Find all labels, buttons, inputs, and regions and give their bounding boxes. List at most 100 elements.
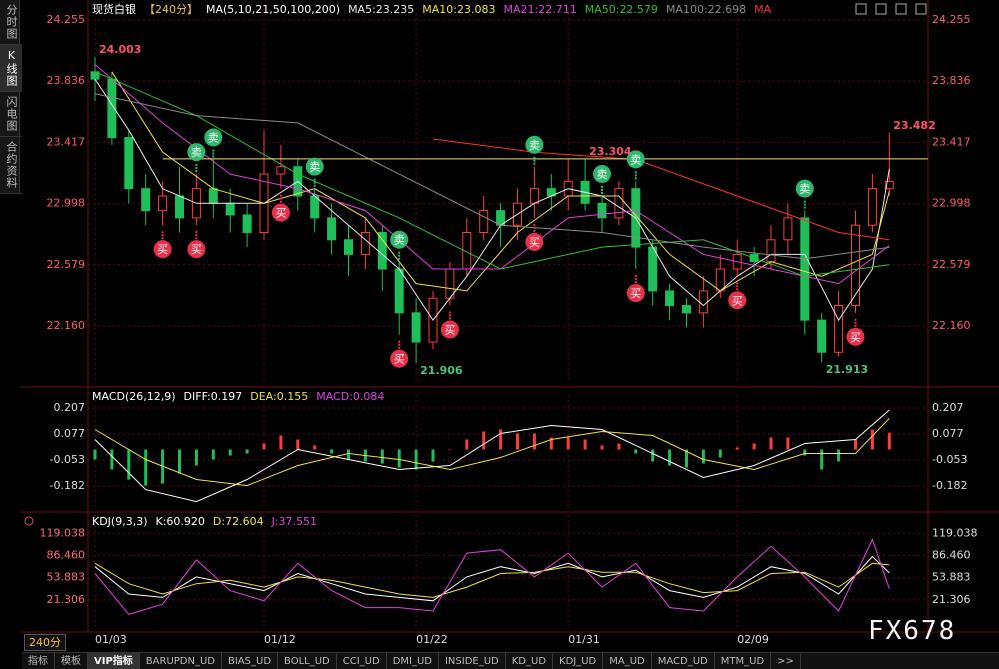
x-tick-label: 01/31 — [568, 633, 600, 646]
macd-bar — [178, 449, 181, 474]
y-tick-label: 0.207 — [54, 401, 86, 414]
candle-body — [766, 239, 776, 263]
legend-entry: DIFF:0.197 — [184, 390, 243, 403]
candle-body — [411, 312, 421, 343]
sidebar-tab[interactable]: 分时图 — [0, 0, 22, 45]
y-tick-label: -0.053 — [50, 453, 85, 466]
toolbar-tab[interactable]: 指标 — [22, 653, 55, 669]
toolbar-tab[interactable]: KDJ_UD — [553, 653, 604, 669]
macd-bar — [617, 443, 621, 450]
signal-arrow — [195, 237, 198, 240]
period-button[interactable]: 240分 — [24, 634, 66, 651]
signal-arrow — [195, 164, 198, 167]
candle-body — [141, 188, 151, 212]
price-annotation: 21.906 — [420, 364, 463, 377]
signal-arrow — [161, 234, 164, 237]
macd-bar — [144, 449, 148, 486]
indicator-line — [94, 93, 890, 260]
signal-badge — [846, 327, 865, 346]
signal-arrow — [634, 280, 637, 283]
legend-entry: MA50:22.579 — [585, 3, 658, 16]
toolbar-tab[interactable]: MACD_UD — [652, 653, 715, 669]
signal-badge — [390, 349, 409, 368]
y-tick-label: 22.998 — [932, 197, 971, 210]
legend-entry: J:37.551 — [271, 515, 317, 528]
macd-bar — [651, 449, 655, 462]
signal-arrow — [634, 177, 637, 180]
candle-body — [715, 268, 725, 292]
toolbar-tab[interactable]: VIP指标 — [88, 653, 140, 669]
y-tick-label: 0.207 — [932, 401, 964, 414]
toolbar-tab[interactable]: DMI_UD — [387, 653, 439, 669]
signal-arrow — [195, 231, 198, 234]
signal-label: 买 — [191, 243, 202, 256]
signal-badge — [525, 135, 544, 154]
x-tick-label: 02/09 — [737, 633, 769, 646]
macd-bar — [634, 449, 638, 454]
macd-bar — [414, 449, 418, 470]
toolbar-tab[interactable]: >> — [771, 653, 801, 669]
toolbar-tab[interactable]: MTM_UD — [715, 653, 772, 669]
signal-badge — [728, 291, 747, 310]
sidebar-tab[interactable]: 合约资料 — [0, 137, 22, 194]
signal-arrow — [212, 155, 215, 158]
sell-signal: 卖 — [204, 128, 223, 158]
signal-label: 卖 — [191, 146, 202, 159]
candle-body — [867, 188, 877, 226]
indicator-icon[interactable] — [24, 516, 34, 526]
toolbar-tab[interactable]: BARUPDN_UD — [140, 653, 222, 669]
signal-arrow — [533, 162, 536, 165]
toolbar-tab[interactable]: MA_UD — [603, 653, 652, 669]
y-tick-label: 23.836 — [932, 74, 971, 87]
toolbar-tab[interactable]: BOLL_UD — [278, 653, 337, 669]
toolbar-tab[interactable]: BIAS_UD — [222, 653, 279, 669]
signal-label: 买 — [394, 353, 405, 366]
sidebar-tab[interactable]: 闪电图 — [0, 92, 22, 137]
candle-body — [208, 188, 218, 204]
legend-entry: D:72.604 — [213, 515, 264, 528]
candle-body — [310, 195, 320, 219]
y-tick-label: 119.038 — [932, 526, 978, 539]
signal-badge — [305, 157, 324, 176]
buy-signal: 买 — [271, 194, 290, 222]
macd-bar — [516, 433, 519, 450]
macd-bar — [482, 431, 486, 450]
watermark: FX678 — [868, 616, 957, 646]
candle-body — [614, 188, 624, 219]
toolbar-tab[interactable]: INSIDE_UD — [439, 653, 506, 669]
toolbar-tab[interactable]: CCI_UD — [337, 653, 387, 669]
signal-arrow — [212, 152, 215, 155]
signal-arrow — [448, 314, 451, 317]
icon[interactable] — [855, 3, 867, 15]
sell-signal: 卖 — [187, 143, 206, 173]
signal-label: 卖 — [208, 131, 219, 144]
toolbar-tab[interactable]: KD_UD — [506, 653, 554, 669]
signal-arrow — [736, 282, 739, 285]
signal-arrow — [601, 185, 603, 188]
y-tick-label: 0.077 — [54, 427, 86, 440]
toolbar-tab[interactable]: 模板 — [55, 653, 88, 669]
signal-label: 卖 — [630, 153, 641, 166]
signal-arrow — [161, 237, 164, 240]
icon[interactable] — [915, 3, 927, 15]
signal-badge — [525, 232, 544, 251]
macd-bar — [600, 445, 604, 450]
macd-bar — [127, 449, 131, 480]
legend-title: KDJ(9,3,3) — [92, 515, 148, 528]
icon[interactable] — [895, 3, 907, 15]
sidebar-tab[interactable]: K线图 — [0, 45, 22, 92]
signal-arrow — [803, 203, 806, 206]
candle-body — [225, 202, 235, 216]
signal-label: 买 — [157, 243, 168, 256]
icon[interactable] — [875, 3, 887, 15]
macd-bar — [262, 443, 266, 450]
macd-bar — [532, 433, 536, 450]
y-tick-label: 22.579 — [932, 258, 971, 271]
indicator-line — [94, 538, 890, 615]
macd-bar — [803, 449, 807, 456]
candle-body — [377, 231, 387, 270]
signal-label: 卖 — [394, 234, 405, 247]
signal-arrow — [803, 206, 806, 209]
macd-bar — [668, 449, 672, 466]
